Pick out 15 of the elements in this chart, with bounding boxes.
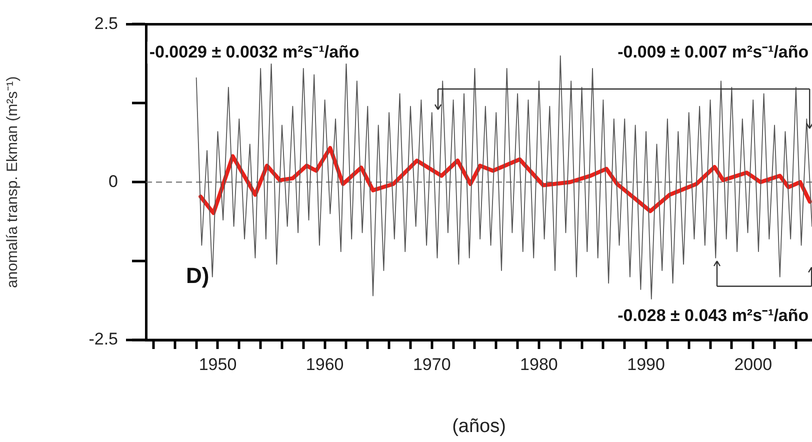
y-tick-label: 0 <box>108 172 118 191</box>
x-tick-label: 1990 <box>627 354 665 374</box>
x-axis-title: (años) <box>452 416 506 437</box>
x-tick-label: 1970 <box>412 354 451 374</box>
x-tick-label: 1950 <box>198 354 237 374</box>
x-tick-label: 1980 <box>520 354 558 374</box>
annotation: -0.028 ± 0.043 m²s⁻¹/año <box>618 306 809 326</box>
annotation: -0.009 ± 0.007 m²s⁻¹/año <box>618 42 809 62</box>
x-tick-label: 1960 <box>306 354 344 374</box>
x-tick-label: 2000 <box>734 354 772 374</box>
annotation: D) <box>186 262 210 288</box>
y-tick-label: 2.5 <box>94 14 118 33</box>
y-tick-label: -2.5 <box>88 330 118 349</box>
y-axis-title: anomalía transp. Ekman (m²s⁻¹) <box>4 76 22 288</box>
annotation: -0.0029 ± 0.0032 m²s⁻¹/año <box>149 42 360 62</box>
